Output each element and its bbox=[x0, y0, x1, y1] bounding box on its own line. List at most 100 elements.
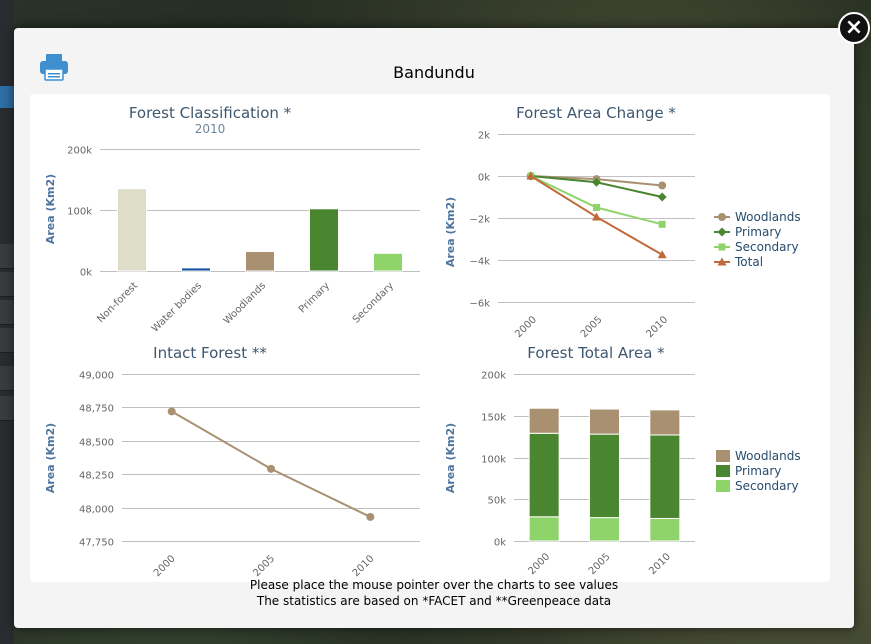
legend-swatch bbox=[716, 450, 730, 462]
x-tick-label: 2010 bbox=[647, 551, 673, 577]
data-point bbox=[593, 204, 600, 211]
chart-title: Intact Forest ** bbox=[153, 344, 267, 362]
x-tick-label: 2005 bbox=[251, 553, 277, 579]
legend-item-total[interactable]: Total bbox=[734, 255, 763, 269]
bar-segment-primary-2000[interactable] bbox=[528, 432, 560, 518]
data-point bbox=[267, 464, 275, 473]
bar-water-bodies[interactable] bbox=[181, 267, 211, 272]
data-point bbox=[657, 250, 667, 259]
legend-item-secondary[interactable]: Secondary bbox=[735, 479, 799, 493]
y-tick-label: 2k bbox=[478, 131, 490, 142]
data-source-note: The statistics are based on *FACET and *… bbox=[256, 594, 612, 608]
data-point bbox=[592, 212, 601, 221]
y-tick-label: 0k bbox=[494, 538, 506, 549]
legend-swatch bbox=[716, 465, 730, 477]
data-point bbox=[167, 407, 176, 416]
printer-icon bbox=[40, 54, 68, 81]
x-tick-label: Primary bbox=[297, 280, 332, 315]
y-tick-label: 200k bbox=[481, 371, 506, 382]
legend-item-woodlands[interactable]: Woodlands bbox=[735, 210, 801, 224]
legend-swatch bbox=[716, 480, 730, 492]
y-tick-label: 0k bbox=[478, 173, 490, 184]
data-point bbox=[658, 220, 666, 228]
y-tick-label: −2k bbox=[469, 215, 490, 226]
y-tick-label: 47,750 bbox=[79, 538, 114, 549]
legend-item-woodlands[interactable]: Woodlands bbox=[735, 449, 801, 463]
bar-non-forest[interactable] bbox=[117, 188, 147, 272]
legend-marker bbox=[718, 243, 726, 251]
forest-classification-chart[interactable]: Forest Classification * 2010 Area (Km2) … bbox=[30, 94, 430, 339]
y-tick-label: 48,000 bbox=[79, 505, 114, 516]
data-point bbox=[592, 177, 601, 187]
y-axis-title: Area (Km2) bbox=[44, 423, 57, 493]
bar-segment-secondary-2000[interactable] bbox=[528, 516, 560, 542]
bar-secondary[interactable] bbox=[373, 252, 403, 272]
data-point bbox=[658, 181, 667, 190]
x-tick-label: Secondary bbox=[351, 280, 396, 325]
series-line-intact[interactable] bbox=[171, 410, 371, 518]
x-tick-label: 2010 bbox=[645, 314, 671, 339]
hover-instruction: Please place the mouse pointer over the … bbox=[249, 578, 619, 592]
data-point bbox=[366, 512, 375, 521]
legend-marker bbox=[717, 257, 727, 266]
forest-total-area-chart[interactable]: Forest Total Area * Area (Km2) 0k 50k 100k… bbox=[430, 339, 830, 582]
x-tick-label: Water bodies bbox=[150, 280, 204, 334]
bar-segment-secondary-2010[interactable] bbox=[649, 517, 681, 542]
sidebar-item[interactable] bbox=[0, 396, 14, 421]
bar-primary[interactable] bbox=[309, 208, 339, 272]
bar-segment-woodlands-2000[interactable] bbox=[528, 407, 560, 434]
bar-segment-woodlands-2010[interactable] bbox=[649, 409, 681, 436]
sidebar-item[interactable] bbox=[0, 272, 14, 297]
x-tick-label: 2010 bbox=[351, 553, 377, 579]
sidebar-item[interactable] bbox=[0, 300, 14, 325]
legend-marker bbox=[718, 213, 726, 221]
sidebar-item[interactable] bbox=[0, 244, 14, 269]
y-tick-label: 100k bbox=[67, 207, 92, 218]
y-tick-label: −4k bbox=[469, 257, 490, 268]
page-title: Bandundu bbox=[393, 63, 475, 82]
statistics-modal: Bandundu Forest Classification * 2010 Ar… bbox=[14, 28, 854, 628]
sidebar-item[interactable] bbox=[0, 328, 14, 353]
bar-segment-primary-2010[interactable] bbox=[649, 434, 681, 519]
x-tick-label: 2005 bbox=[587, 551, 613, 577]
x-tick-label: 2000 bbox=[152, 553, 178, 579]
y-axis-title: Area (Km2) bbox=[44, 174, 57, 244]
close-button[interactable]: × bbox=[838, 12, 870, 44]
legend-item-primary[interactable]: Primary bbox=[735, 225, 781, 239]
chart-title: Forest Total Area * bbox=[527, 344, 665, 362]
bar-woodlands[interactable] bbox=[245, 250, 275, 272]
legend-marker bbox=[717, 227, 727, 237]
chart-title: Forest Classification * bbox=[129, 104, 292, 122]
bar-segment-primary-2005[interactable] bbox=[589, 433, 620, 519]
y-axis-title: Area (Km2) bbox=[444, 423, 457, 493]
y-tick-label: 100k bbox=[481, 455, 506, 466]
legend-item-secondary[interactable]: Secondary bbox=[735, 240, 799, 254]
chart-subtitle: 2010 bbox=[195, 122, 226, 136]
x-tick-label: 2000 bbox=[527, 551, 553, 577]
x-tick-label: Non-forest bbox=[95, 280, 140, 325]
bar-segment-secondary-2005[interactable] bbox=[589, 517, 620, 542]
data-point bbox=[526, 171, 536, 180]
y-tick-label: 0k bbox=[80, 268, 92, 279]
bar-segment-woodlands-2005[interactable] bbox=[589, 408, 620, 435]
y-tick-label: 200k bbox=[67, 146, 92, 157]
legend-item-primary[interactable]: Primary bbox=[735, 464, 781, 478]
x-tick-label: 2005 bbox=[579, 314, 605, 339]
sidebar-item[interactable] bbox=[0, 366, 14, 391]
y-tick-label: 48,750 bbox=[79, 404, 114, 415]
y-tick-label: 49,000 bbox=[79, 371, 114, 382]
charts-panel: Forest Classification * 2010 Area (Km2) … bbox=[30, 94, 830, 582]
intact-forest-chart[interactable]: Intact Forest ** Area (Km2) 47,750 48,000… bbox=[30, 339, 430, 582]
x-tick-label: Woodlands bbox=[222, 280, 268, 326]
forest-area-change-chart[interactable]: Forest Area Change * Area (Km2) −6k −4k −2… bbox=[430, 94, 830, 339]
y-tick-label: −6k bbox=[469, 299, 490, 310]
y-tick-label: 150k bbox=[481, 413, 506, 424]
close-icon: × bbox=[844, 15, 864, 40]
print-button[interactable] bbox=[38, 52, 70, 82]
y-tick-label: 48,500 bbox=[79, 438, 114, 449]
y-tick-label: 48,250 bbox=[79, 471, 114, 482]
y-axis-title: Area (Km2) bbox=[444, 197, 457, 267]
left-sidebar bbox=[0, 0, 14, 644]
data-point bbox=[657, 192, 667, 202]
sidebar-active-item[interactable] bbox=[0, 86, 14, 108]
